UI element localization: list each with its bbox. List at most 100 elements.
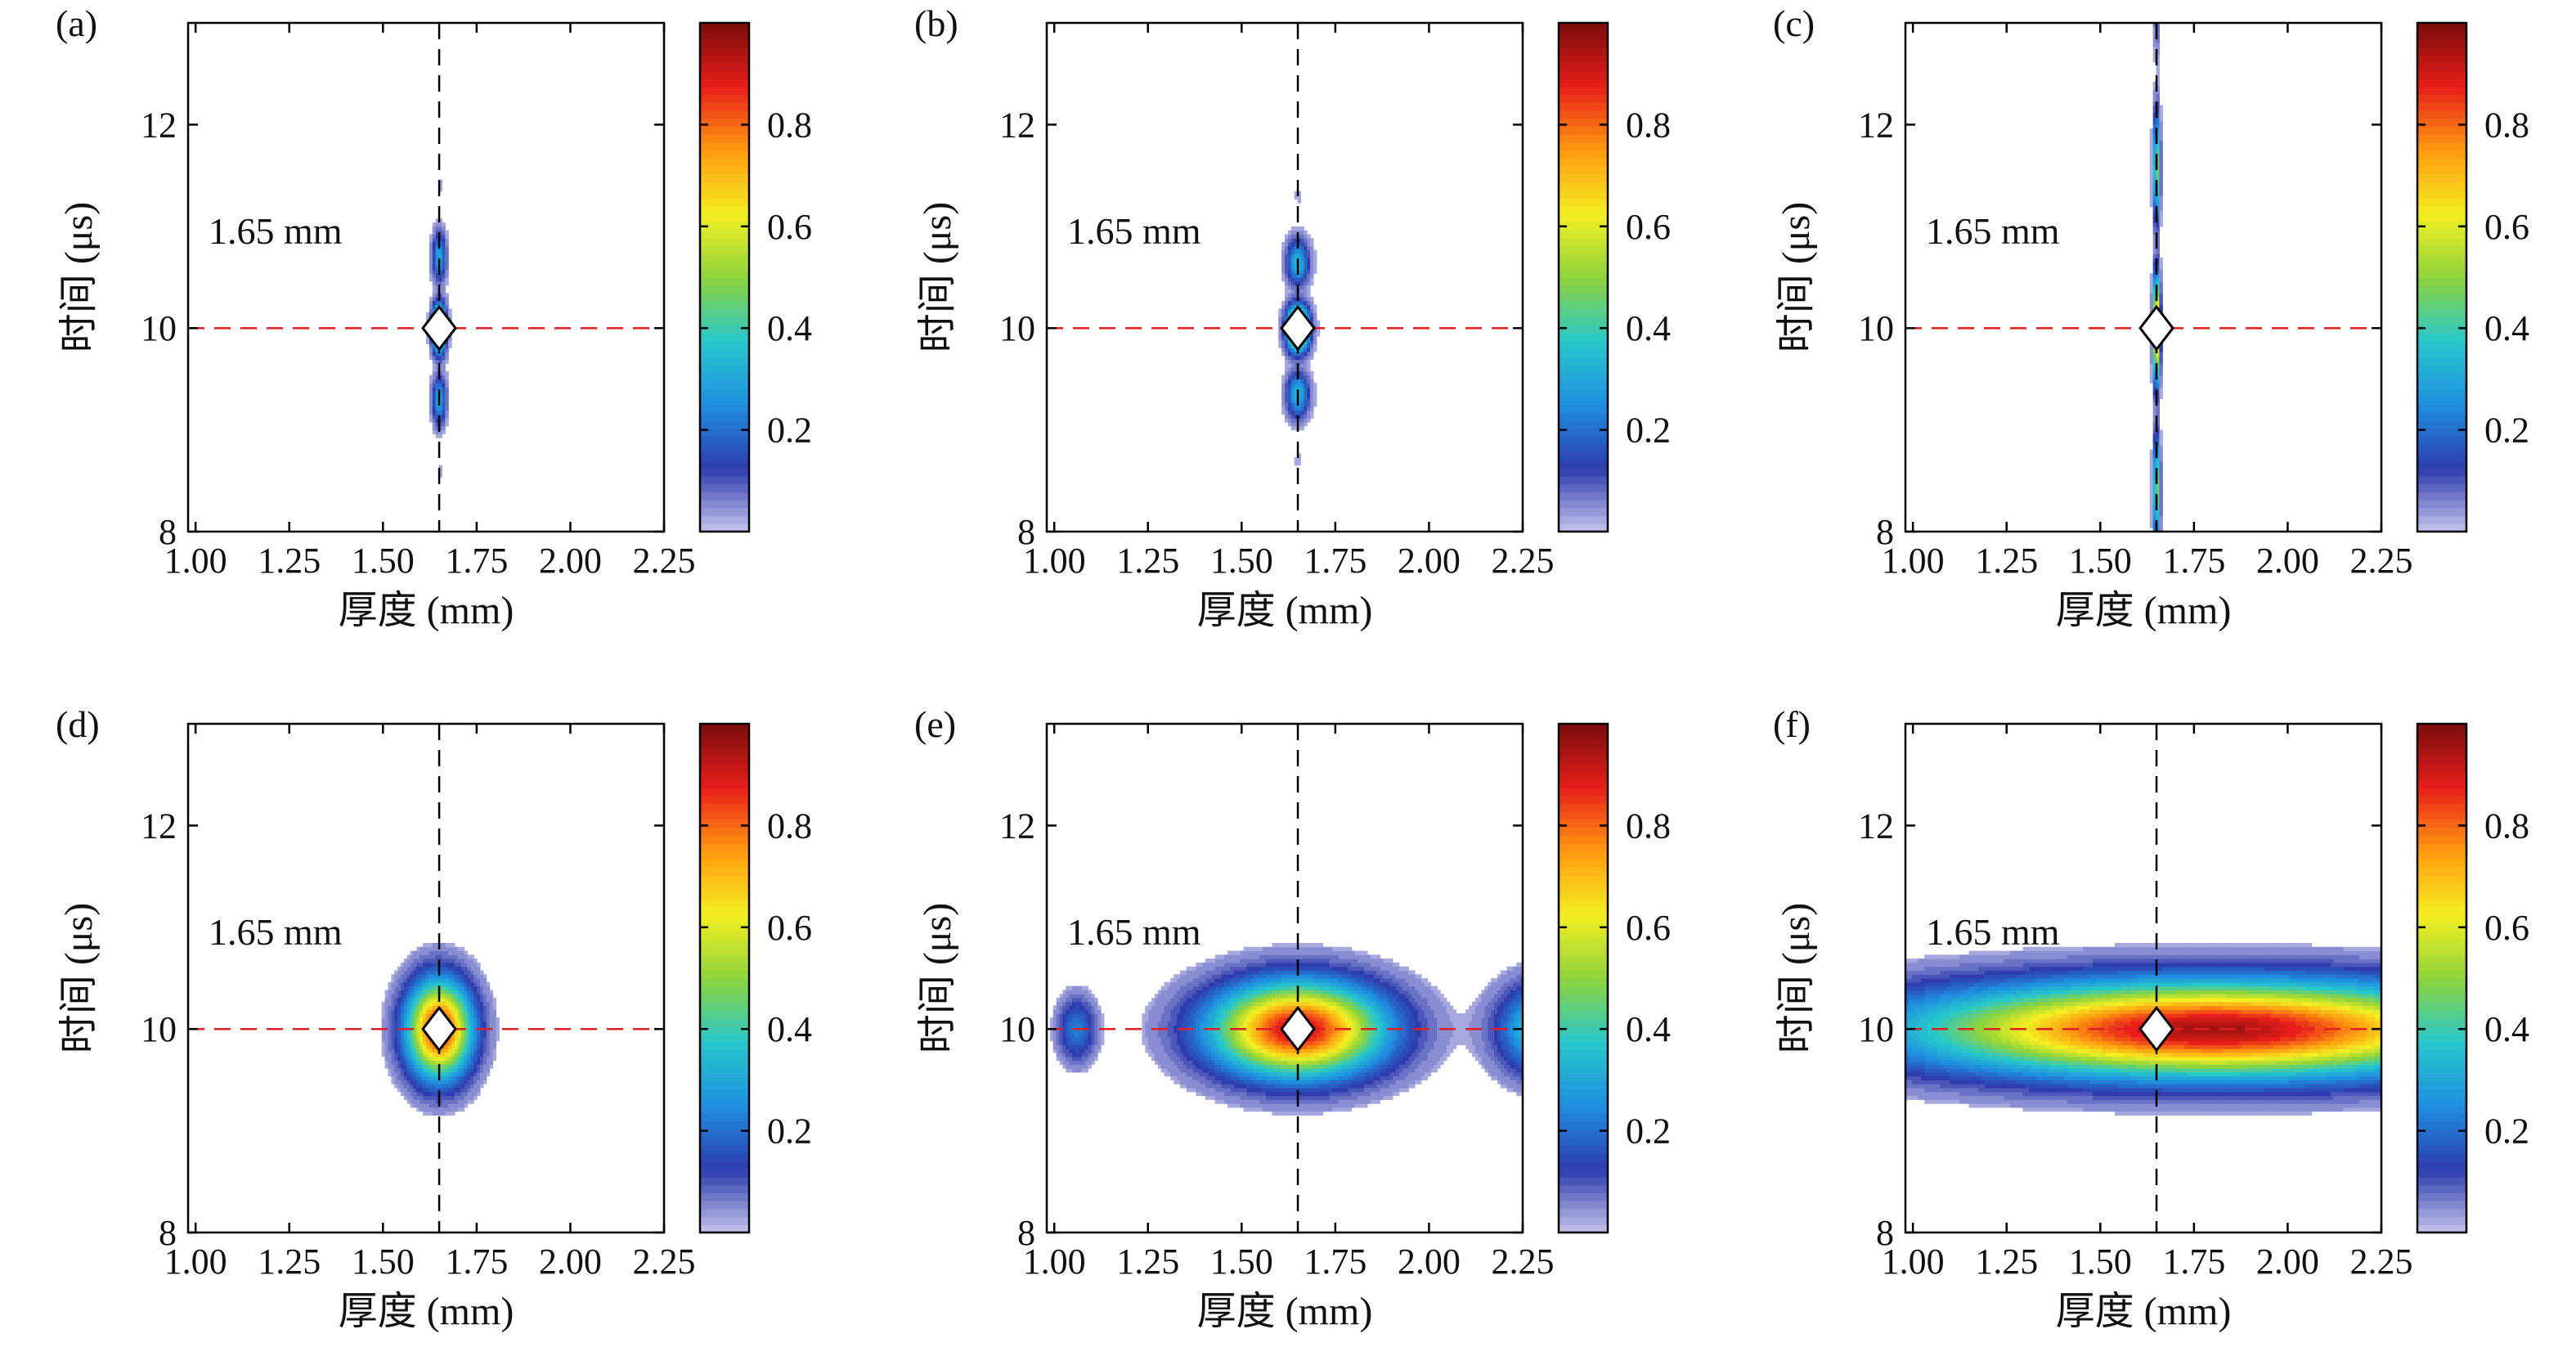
heatmap-cell xyxy=(1256,1099,1260,1104)
heatmap-cell xyxy=(397,1084,402,1089)
heatmap-cell xyxy=(2152,355,2157,361)
heatmap-cell xyxy=(1214,966,1219,972)
heatmap-cell xyxy=(470,994,474,999)
heatmap-cell xyxy=(397,970,402,975)
heatmap-cell xyxy=(432,1107,437,1112)
heatmap-cell xyxy=(2156,155,2160,161)
heatmap-cell xyxy=(464,1001,469,1007)
heatmap-cell xyxy=(1056,1025,1061,1030)
heatmap-cell xyxy=(467,1013,471,1018)
heatmap-cell xyxy=(1278,331,1282,337)
heatmap-cell xyxy=(2152,226,2157,231)
heatmap-cell xyxy=(1088,1048,1092,1053)
heatmap-cell xyxy=(482,1005,487,1010)
heatmap-cell xyxy=(400,1036,405,1042)
heatmap-cell xyxy=(413,1005,417,1010)
heatmap-cell xyxy=(1275,1013,1279,1018)
heatmap-cell xyxy=(445,1080,449,1084)
heatmap-cell xyxy=(1097,1036,1102,1042)
heatmap-cell xyxy=(1287,343,1292,348)
heatmap-cell xyxy=(438,258,442,263)
heatmap-cell xyxy=(477,1001,481,1007)
heatmap-cell xyxy=(1199,1005,1203,1010)
heatmap-cell xyxy=(1097,1048,1102,1053)
heatmap-cell xyxy=(1059,997,1063,1003)
heatmap-cell xyxy=(429,1009,433,1014)
heatmap-cell xyxy=(1278,1021,1282,1026)
heatmap-cell xyxy=(482,1009,487,1014)
heatmap-cell xyxy=(2152,155,2157,161)
heatmap-cell xyxy=(482,986,487,990)
colorbar-swatch xyxy=(700,102,749,111)
heatmap-cell xyxy=(442,281,446,286)
heatmap-cell xyxy=(2152,370,2157,376)
heatmap-cell xyxy=(1227,1052,1232,1057)
heatmap-cell xyxy=(1221,1091,1225,1097)
heatmap-cell xyxy=(406,1048,411,1053)
heatmap-cell xyxy=(467,1084,471,1089)
heatmap-cell xyxy=(445,406,449,411)
heatmap-cell xyxy=(2149,469,2154,474)
heatmap-cell xyxy=(1287,1009,1292,1014)
heatmap-cell xyxy=(473,1060,478,1065)
heatmap-cell xyxy=(432,1075,437,1080)
heatmap-cell xyxy=(429,950,433,955)
heatmap-cell xyxy=(1310,273,1314,278)
heatmap-cell xyxy=(1192,1064,1196,1069)
heatmap-cell xyxy=(1250,1091,1254,1097)
heatmap-cell xyxy=(2156,348,2160,352)
heatmap-cell xyxy=(1174,1040,1178,1045)
heatmap-cell xyxy=(416,1087,420,1093)
heatmap-cell xyxy=(1231,1068,1235,1073)
heatmap-cell xyxy=(442,1111,446,1116)
heatmap-cell xyxy=(384,990,389,995)
heatmap-cell xyxy=(1259,994,1263,999)
heatmap-cell xyxy=(1205,997,1209,1003)
heatmap-cell xyxy=(442,269,446,274)
heatmap-cell xyxy=(2152,93,2157,98)
heatmap-cell xyxy=(1285,1064,1289,1069)
colorbar-swatch xyxy=(700,460,749,469)
heatmap-cell xyxy=(1211,1021,1216,1026)
heatmap-cell xyxy=(2152,289,2157,294)
heatmap-cell xyxy=(442,429,446,434)
colorbar-swatch xyxy=(700,182,749,191)
heatmap-cell xyxy=(432,422,437,427)
heatmap-cell xyxy=(479,1071,484,1077)
heatmap-cell xyxy=(416,1099,420,1104)
heatmap-cell xyxy=(429,1080,433,1084)
heatmap-cell xyxy=(2156,226,2160,231)
heatmap-cell xyxy=(2149,500,2154,505)
heatmap-cell xyxy=(1285,1099,1289,1104)
heatmap-cell xyxy=(394,1032,398,1038)
heatmap-cell xyxy=(423,1099,427,1104)
heatmap-cell xyxy=(394,1064,398,1069)
heatmap-cell xyxy=(464,1056,469,1062)
heatmap-cell xyxy=(1240,1087,1245,1093)
heatmap-cell xyxy=(1294,398,1299,403)
heatmap-cell xyxy=(1281,1001,1286,1007)
heatmap-cell xyxy=(429,296,433,302)
heatmap-cell xyxy=(445,1005,449,1010)
heatmap-cell xyxy=(1285,414,1289,419)
heatmap-cell xyxy=(1214,1091,1219,1097)
heatmap-cell xyxy=(1157,1021,1162,1026)
heatmap-cell xyxy=(1183,1036,1187,1042)
heatmap-cell xyxy=(1084,986,1089,990)
heatmap-cell xyxy=(448,1036,452,1042)
heatmap-cell xyxy=(1300,258,1304,263)
heatmap-cell xyxy=(2159,394,2163,399)
heatmap-cell xyxy=(1062,1029,1066,1034)
heatmap-cell xyxy=(1174,990,1178,995)
heatmap-cell xyxy=(1307,316,1311,321)
heatmap-cell xyxy=(1287,1040,1292,1045)
heatmap-cell xyxy=(1290,277,1295,282)
heatmap-cell xyxy=(477,1075,481,1080)
colorbar-tick-label: 0.2 xyxy=(1626,411,1671,451)
heatmap-cell xyxy=(1240,1091,1245,1097)
heatmap-cell xyxy=(2159,144,2163,149)
heatmap-cell xyxy=(2156,140,2160,145)
heatmap-cell xyxy=(1164,1036,1169,1042)
colorbar-swatch xyxy=(2417,436,2466,445)
heatmap-cell xyxy=(457,1095,462,1100)
